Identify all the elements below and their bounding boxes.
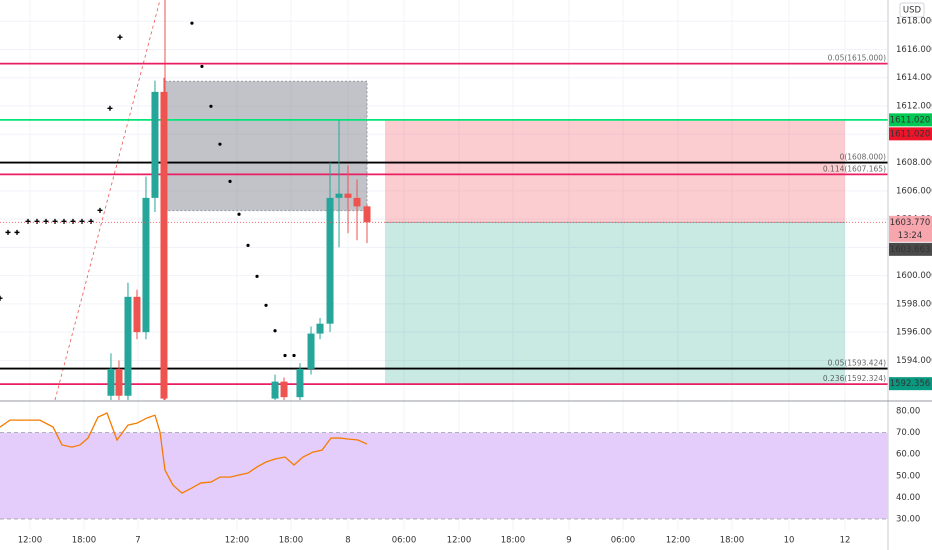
y-tick-label: 1600.000	[896, 271, 932, 281]
y-tick-label: 1598.000	[896, 299, 932, 309]
rsi-tick-label: 70.00	[896, 428, 920, 438]
y-tick-label: 1594.000	[896, 356, 932, 366]
candle-body	[115, 368, 123, 396]
x-tick-label: 12:00	[18, 536, 43, 546]
candle-body	[133, 296, 141, 333]
sar-cross	[97, 207, 103, 213]
x-tick-label: 12	[840, 536, 851, 546]
price-tag	[889, 113, 932, 127]
sar-dot	[200, 64, 204, 69]
rsi-band	[0, 432, 888, 519]
sar-dot	[190, 21, 194, 25]
candle-body	[280, 381, 288, 398]
sar-dot	[255, 274, 259, 278]
trend-line	[54, 0, 161, 401]
sar-dot	[283, 353, 287, 358]
currency-label: USD	[903, 6, 922, 16]
sar-dot	[228, 179, 232, 183]
sar-dot	[237, 212, 241, 216]
rsi-tick-label: 80.00	[896, 407, 920, 417]
candle-body	[160, 91, 168, 399]
candle-body	[316, 323, 324, 334]
candle-body	[107, 368, 115, 396]
x-tick-label: 18:00	[279, 536, 304, 546]
candle-body	[353, 197, 361, 207]
stop-zone	[385, 119, 845, 223]
sar-cross	[61, 218, 67, 224]
currency-box	[899, 2, 925, 18]
sar-dot	[246, 243, 250, 247]
price-tag-label: 1592.356	[890, 379, 931, 389]
countdown-label: 13:24	[898, 231, 923, 241]
x-tick-label: 7	[135, 536, 140, 546]
level-label: 0.05(1615.000)	[828, 54, 886, 63]
x-tick-label: 06:00	[611, 536, 636, 546]
sar-cross	[0, 295, 3, 301]
sar-cross	[14, 229, 20, 235]
price-tag	[889, 215, 932, 242]
x-tick-label: 18:00	[501, 536, 526, 546]
candle-body	[344, 193, 352, 198]
sar-cross	[79, 218, 85, 224]
sar-dot	[273, 329, 277, 333]
sar-cross	[107, 105, 113, 111]
sar-cross	[117, 34, 123, 40]
y-tick-label: 1606.000	[896, 186, 932, 196]
rsi-tick-label: 60.00	[896, 450, 920, 460]
y-tick-label: 1618.000	[896, 17, 932, 27]
price-tag	[889, 127, 932, 141]
level-label: 0.114(1607.165)	[823, 164, 886, 173]
candle-body	[142, 197, 150, 333]
sar-dot	[264, 303, 268, 307]
sar-cross	[34, 218, 40, 224]
target-zone	[385, 222, 845, 384]
x-tick-label: 8	[345, 536, 350, 546]
y-tick-label: 1596.000	[896, 328, 932, 338]
candle-body	[151, 91, 159, 198]
x-tick-label: 18:00	[72, 536, 97, 546]
rsi-tick-label: 30.00	[896, 514, 920, 524]
x-tick-label: 9	[566, 536, 571, 546]
range-box	[164, 80, 368, 212]
candle-body	[296, 368, 304, 398]
candle-body	[326, 197, 334, 324]
candle-body	[335, 193, 343, 198]
sar-cross	[88, 218, 94, 224]
x-tick-label: 12:00	[447, 536, 472, 546]
rsi-tick-label: 50.00	[896, 471, 920, 481]
sar-cross	[52, 218, 58, 224]
y-tick-label: 1612.000	[896, 102, 932, 112]
price-tag-label: 1611.020	[890, 129, 931, 139]
x-tick-label: 06:00	[392, 536, 417, 546]
candle-body	[363, 206, 371, 223]
sar-dot	[292, 353, 296, 358]
y-tick-label: 1608.000	[896, 158, 932, 168]
sar-dot	[209, 104, 213, 108]
rsi-line	[0, 412, 368, 494]
y-tick-label: 1614.000	[896, 73, 932, 83]
candle-body	[271, 381, 279, 399]
price-tag	[889, 377, 932, 391]
x-tick-label: 18:00	[720, 536, 745, 546]
level-label: 0.05(1593.424)	[828, 359, 886, 368]
rsi-tick-label: 40.00	[896, 493, 920, 503]
sar-cross	[43, 218, 49, 224]
x-tick-label: 12:00	[666, 536, 691, 546]
x-tick-label: 10	[784, 536, 795, 546]
candle-body	[124, 296, 132, 396]
sar-cross	[25, 218, 31, 224]
price-tag	[889, 242, 932, 256]
sar-cross	[70, 218, 76, 224]
sar-dot	[218, 142, 222, 146]
price-tag-label: 1603.770	[890, 218, 931, 228]
price-tag-label: 1603.663	[890, 245, 931, 255]
level-label: 0(1608.000)	[840, 153, 886, 162]
sar-cross	[5, 229, 11, 235]
x-tick-label: 12:00	[225, 536, 250, 546]
price-tag-label: 1611.020	[890, 115, 931, 125]
candle-body	[307, 333, 315, 369]
level-label: 0.236(1592.324)	[823, 374, 886, 383]
y-tick-label: 1616.000	[896, 45, 932, 55]
